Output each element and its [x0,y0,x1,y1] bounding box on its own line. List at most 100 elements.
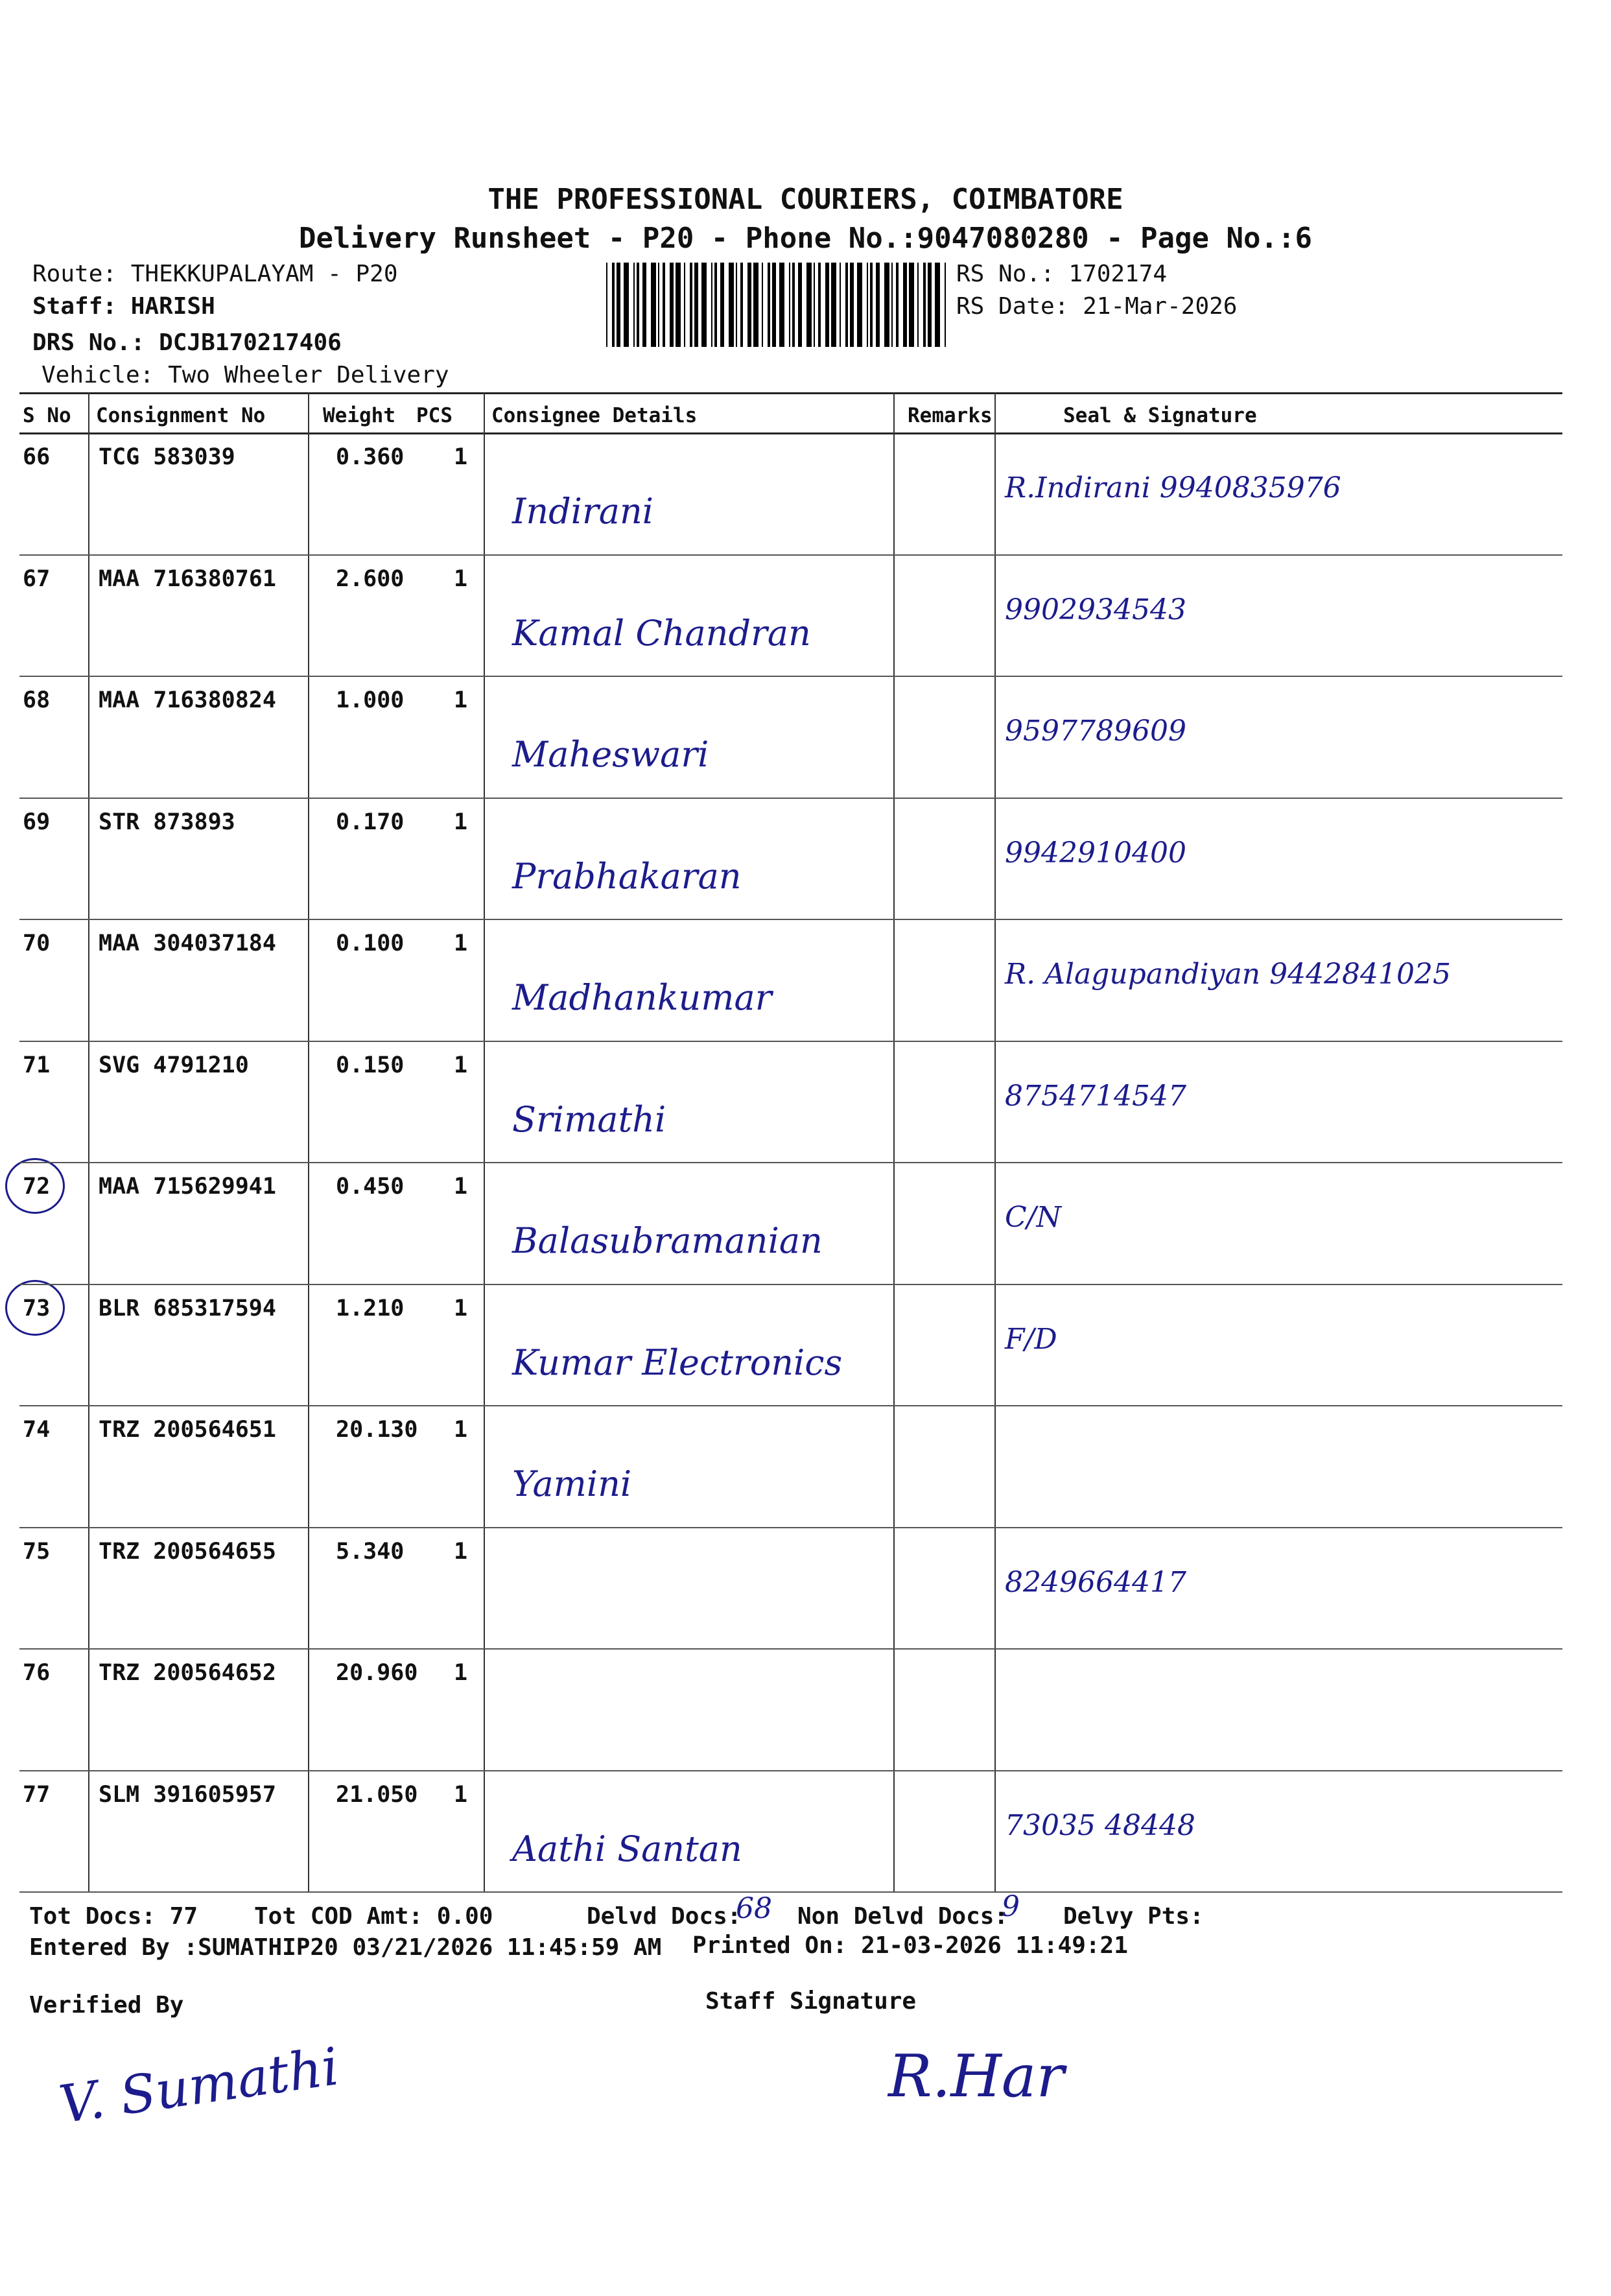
row-pcs: 1 [454,1660,468,1686]
barcode [606,263,946,347]
row-consignee-handwritten: Prabhakaran [512,855,742,897]
runsheet-subtitle: Delivery Runsheet - P20 - Phone No.:9047… [299,222,1312,255]
row-rule [19,1769,1562,1771]
barcode-bar [676,263,681,347]
delvd-docs-value: 68 [736,1892,772,1925]
col-weight: Weight [323,404,395,427]
delvd-docs-label: Delvd Docs: [587,1903,742,1930]
row-consignment: TRZ 200564655 [99,1538,276,1565]
barcode-bar [694,263,698,347]
barcode-bar [789,263,790,347]
row-sno: 75 [23,1538,51,1565]
row-consignee-handwritten: Indirani [512,491,654,532]
verified-by-label: Verified By [29,1992,184,2018]
non-delvd-value: 9 [1002,1890,1020,1923]
row-pcs: 1 [454,1052,468,1078]
delvy-pts: Delvy Pts: [1063,1903,1204,1930]
table-row: 71 SVG 4791210 0.150 1 Srimathi 8754714547 [19,1041,1562,1163]
row-weight: 0.100 [336,930,405,956]
barcode-bar [633,263,635,347]
staff-signature-label: Staff Signature [705,1988,917,2015]
row-consignment: TRZ 200564651 [99,1417,276,1443]
barcode-bar [792,263,795,347]
row-pcs: 1 [454,1417,468,1443]
barcode-bar [762,263,763,347]
row-rule [19,554,1562,556]
row-pcs: 1 [454,930,468,956]
table-row: 70 MAA 304037184 0.100 1 Madhankumar R. Alagu… [19,919,1562,1041]
row-rule [19,1891,1562,1893]
col-remarks: Remarks [908,404,993,427]
header-rule [19,432,1562,434]
barcode-bar [850,263,854,347]
non-delvd-label: Non Delvd Docs: [797,1903,1009,1930]
row-pcs: 1 [454,565,468,592]
row-sno: 69 [23,809,51,835]
row-sno: 68 [23,687,51,713]
row-pcs: 1 [454,1295,468,1321]
barcode-bar [903,263,907,347]
printed-on: Printed On: 21-03-2026 11:49:21 [692,1932,1128,1959]
barcode-bar [917,263,919,347]
row-pcs: 1 [454,1174,468,1200]
row-consignee-handwritten: Yamini [512,1463,632,1504]
row-signature-handwritten: F/D [1005,1322,1057,1356]
row-rule [19,1040,1562,1042]
row-weight: 21.050 [336,1781,418,1808]
column-divider [308,392,309,1891]
table-top-rule [19,392,1562,394]
row-signature-handwritten: C/N [1005,1201,1061,1234]
table-row: 76 TRZ 200564652 20.960 1 [19,1648,1562,1770]
company-title: THE PROFESSIONAL COURIERS, COIMBATORE [488,183,1123,216]
barcode-bar [909,263,914,347]
barcode-bar [663,263,665,347]
barcode-bar [928,263,932,347]
row-consignment: MAA 304037184 [99,930,276,956]
col-pcs: PCS [416,404,453,427]
entered-by: Entered By :SUMATHIP20 03/21/2026 11:45:… [29,1934,662,1961]
barcode-bar [747,263,751,347]
col-sno: S No [23,404,71,427]
row-rule [19,676,1562,677]
barcode-bar [736,263,737,347]
row-pcs: 1 [454,1538,468,1565]
barcode-bar [814,263,815,347]
barcode-bar [884,263,889,347]
barcode-bar [825,263,829,347]
row-signature-handwritten: R.Indirani 9940835976 [1005,471,1341,504]
table-row: 74 TRZ 200564651 20.130 1 Yamini [19,1405,1562,1527]
row-weight: 1.000 [336,687,405,713]
barcode-bar [845,263,848,347]
barcode-bar [720,263,724,347]
barcode-bar [923,263,926,347]
column-divider [484,392,485,1891]
row-signature-handwritten: 9597789609 [1005,715,1186,748]
row-consignee-handwritten: Srimathi [512,1098,666,1140]
table-row: 72 MAA 715629941 0.450 1 Balasubramanian C/N [5,1158,1562,1284]
row-sno: 74 [23,1417,51,1443]
barcode-bar [753,263,758,347]
barcode-bar [806,263,812,347]
row-sno: 67 [23,565,51,592]
row-weight: 20.130 [336,1417,418,1443]
tot-docs: Tot Docs: 77 [29,1903,198,1930]
barcode-bar [606,263,607,347]
row-consignee-handwritten: Madhankumar [512,977,772,1018]
table-row: 67 MAA 716380761 2.600 1 Kamal Chandran 99029… [19,554,1562,676]
row-signature-handwritten: R. Alagupandiyan 9442841025 [1005,958,1452,991]
barcode-bar [857,263,862,347]
row-weight: 2.600 [336,565,405,592]
row-sno: 76 [23,1660,51,1686]
barcode-bar [779,263,784,347]
barcode-bar [651,263,656,347]
table-row: 68 MAA 716380824 1.000 1 Maheswari 9597789609 [19,676,1562,798]
barcode-bar [612,263,615,347]
row-pcs: 1 [454,1781,468,1808]
column-divider [994,392,996,1891]
row-consignment: STR 873893 [99,809,235,835]
barcode-bar [935,263,940,347]
row-weight: 0.150 [336,1052,405,1078]
col-consignment: Consignment No [96,404,266,427]
row-rule [19,1162,1562,1163]
route: Route: THEKKUPALAYAM - P20 [32,261,398,287]
